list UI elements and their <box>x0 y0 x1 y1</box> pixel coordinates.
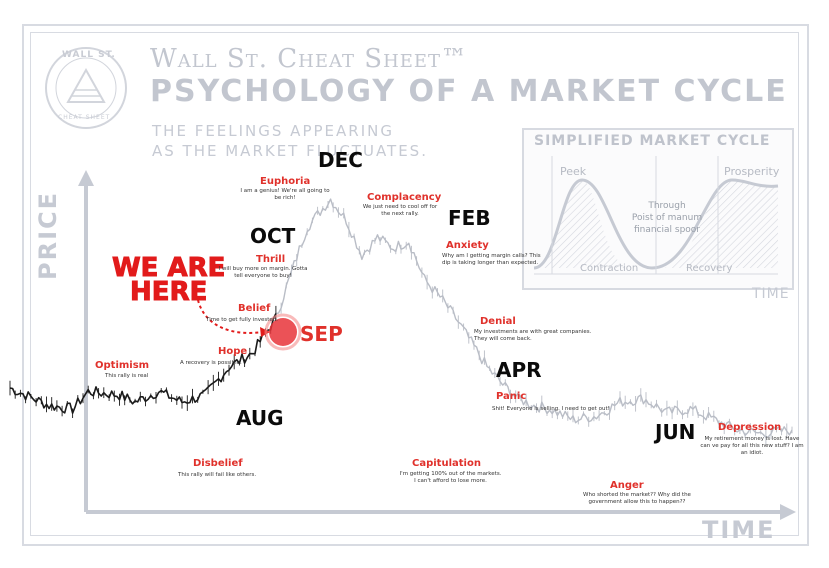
stage-depression-note: My retirement money is lost. Have can ve… <box>700 436 804 456</box>
month-feb: FEB <box>448 206 491 230</box>
logo-text-bottom: CHEAT SHEET <box>58 114 111 121</box>
logo <box>45 47 127 129</box>
stage-anxiety-note: Why am I getting margin calls? This dip … <box>442 253 541 266</box>
inset-peak-label: Peek <box>560 165 587 178</box>
stage-euphoria-note: I am a genius! We're all going to be ric… <box>240 188 330 201</box>
inner-frame <box>30 32 799 536</box>
month-dec: DEC <box>318 148 363 172</box>
stage-depression-label: Depression <box>718 422 782 433</box>
inset-title: SIMPLIFIED MARKET CYCLE <box>534 133 771 149</box>
inset-recovery-label: Recovery <box>686 263 733 274</box>
logo-ring-inner <box>55 57 117 119</box>
stage-complacency-note: We just need to cool off for the next ra… <box>362 204 438 217</box>
x-axis-arrow <box>780 504 796 520</box>
stage-capitulation-label: Capitulation <box>412 458 481 469</box>
logo-text-top: WALL ST. <box>62 50 116 60</box>
inset-right-hatch <box>662 180 778 268</box>
poster-title: Wall St. Cheat Sheet™ <box>150 44 469 74</box>
stage-optimism-label: Optimism <box>95 360 150 371</box>
stage-anger-note: Who shorted the market?? Why did the gov… <box>583 492 691 505</box>
inset-prosperity-label: Prosperity <box>724 165 780 178</box>
inset-time-label: TIME <box>752 286 790 302</box>
outer-frame <box>22 24 809 546</box>
x-axis-label: TIME <box>702 516 776 544</box>
y-axis-arrow <box>78 170 94 186</box>
stage-hope-label: Hope <box>218 346 248 357</box>
stage-denial-note: My investments are with great companies.… <box>474 329 592 342</box>
we-are-here-dot <box>269 318 297 346</box>
month-aug: AUG <box>236 406 284 430</box>
inset-middle-text: Through Poist of manum financial spoor <box>622 200 712 236</box>
actual-price-line <box>9 313 277 415</box>
stage-belief-label: Belief <box>238 303 271 314</box>
inset-middle-line-2: Poist of manum <box>631 213 703 223</box>
inset-middle-line-1: Through <box>648 201 686 211</box>
poster-headline: PSYCHOLOGY OF A MARKET CYCLE <box>150 74 788 109</box>
subtitle-line-2: AS THE MARKET FLUCTUATES. <box>152 142 428 160</box>
stage-anger-label: Anger <box>610 480 644 491</box>
month-apr: APR <box>496 358 542 382</box>
we-are-here-line-1: WE ARE <box>111 253 226 283</box>
stage-disbelief-note: This rally will fail like others. <box>178 472 257 478</box>
stage-capitulation-note: I'm getting 100% out of the markets. I c… <box>399 471 502 484</box>
stage-panic-label: Panic <box>496 391 527 402</box>
we-are-here-callout: WE ARE HERE <box>111 253 226 307</box>
stage-disbelief-label: Disbelief <box>193 458 243 469</box>
inset-left-hatch <box>534 180 632 268</box>
stage-belief-note: Time to get fully invested. <box>206 317 279 323</box>
callout-arrow-path <box>197 299 263 334</box>
stage-panic-note: Shit! Everyone is selling. I need to get… <box>492 406 610 412</box>
inset-wave <box>533 156 779 275</box>
stage-thrill-label: Thrill <box>256 254 286 265</box>
pyramid-icon <box>66 67 106 103</box>
stage-optimism-note: This rally is real <box>105 373 149 379</box>
month-sep: SEP <box>300 322 343 346</box>
stage-anxiety-label: Anxiety <box>446 240 489 251</box>
logo-ring-outer <box>45 47 127 129</box>
month-jun: JUN <box>655 420 696 444</box>
subtitle-line-1: THE FEELINGS APPEARING <box>152 122 394 140</box>
stage-thrill-note: I will buy more on margin. Gotta tell ev… <box>218 266 308 279</box>
inset-contraction-label: Contraction <box>580 263 639 274</box>
stage-complacency-label: Complacency <box>367 192 442 203</box>
inset-middle-line-3: financial spoor <box>633 225 701 235</box>
month-oct: OCT <box>250 224 296 248</box>
stage-euphoria-label: Euphoria <box>260 176 311 187</box>
stage-denial-label: Denial <box>480 316 516 327</box>
we-are-here-glow <box>264 313 302 351</box>
inset-cycle-curve <box>533 178 779 270</box>
stage-hope-note: A recovery is possible. <box>180 360 242 366</box>
we-are-here-line-2: HERE <box>130 277 208 307</box>
